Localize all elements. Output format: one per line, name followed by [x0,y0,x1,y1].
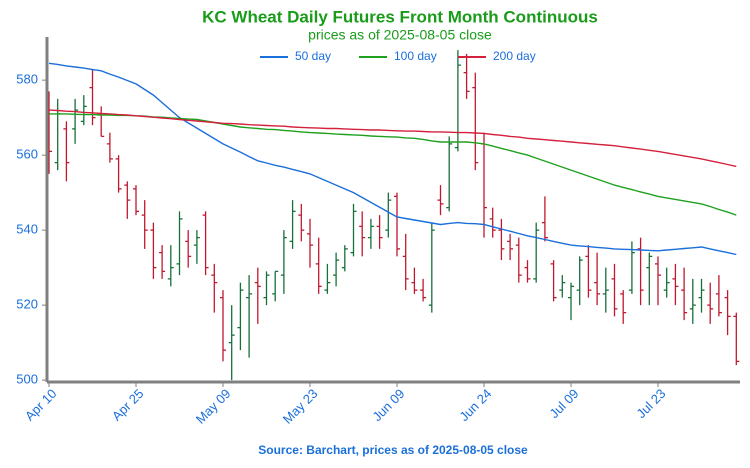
x-tick-label: Jul 23 [633,386,668,421]
x-tick-label: Apr 10 [22,386,60,424]
moving-average-line [48,109,737,168]
chart-title: KC Wheat Daily Futures Front Month Conti… [202,7,598,26]
moving-average-line [49,113,737,216]
x-tick-label: May 09 [193,386,234,427]
y-tick-label: 560 [16,147,38,162]
legend-label: 50 day [295,49,331,63]
y-tick-label: 500 [16,372,38,387]
x-tick-label: Jun 24 [456,386,494,424]
source-note: Source: Barchart, prices as of 2025-08-0… [258,443,528,457]
x-tick-label: May 23 [280,386,321,427]
legend-label: 100 day [394,49,437,63]
x-tick-label: Jul 09 [546,386,581,421]
y-tick-label: 520 [16,297,38,312]
y-tick-label: 540 [16,222,38,237]
y-tick-label: 580 [16,72,38,87]
x-tick-label: Jun 09 [369,386,407,424]
x-tick-label: Apr 25 [109,386,147,424]
moving-average-line [48,62,737,256]
legend-label: 200 day [493,49,536,63]
chart-subtitle: prices as of 2025-08-05 close [308,27,492,43]
